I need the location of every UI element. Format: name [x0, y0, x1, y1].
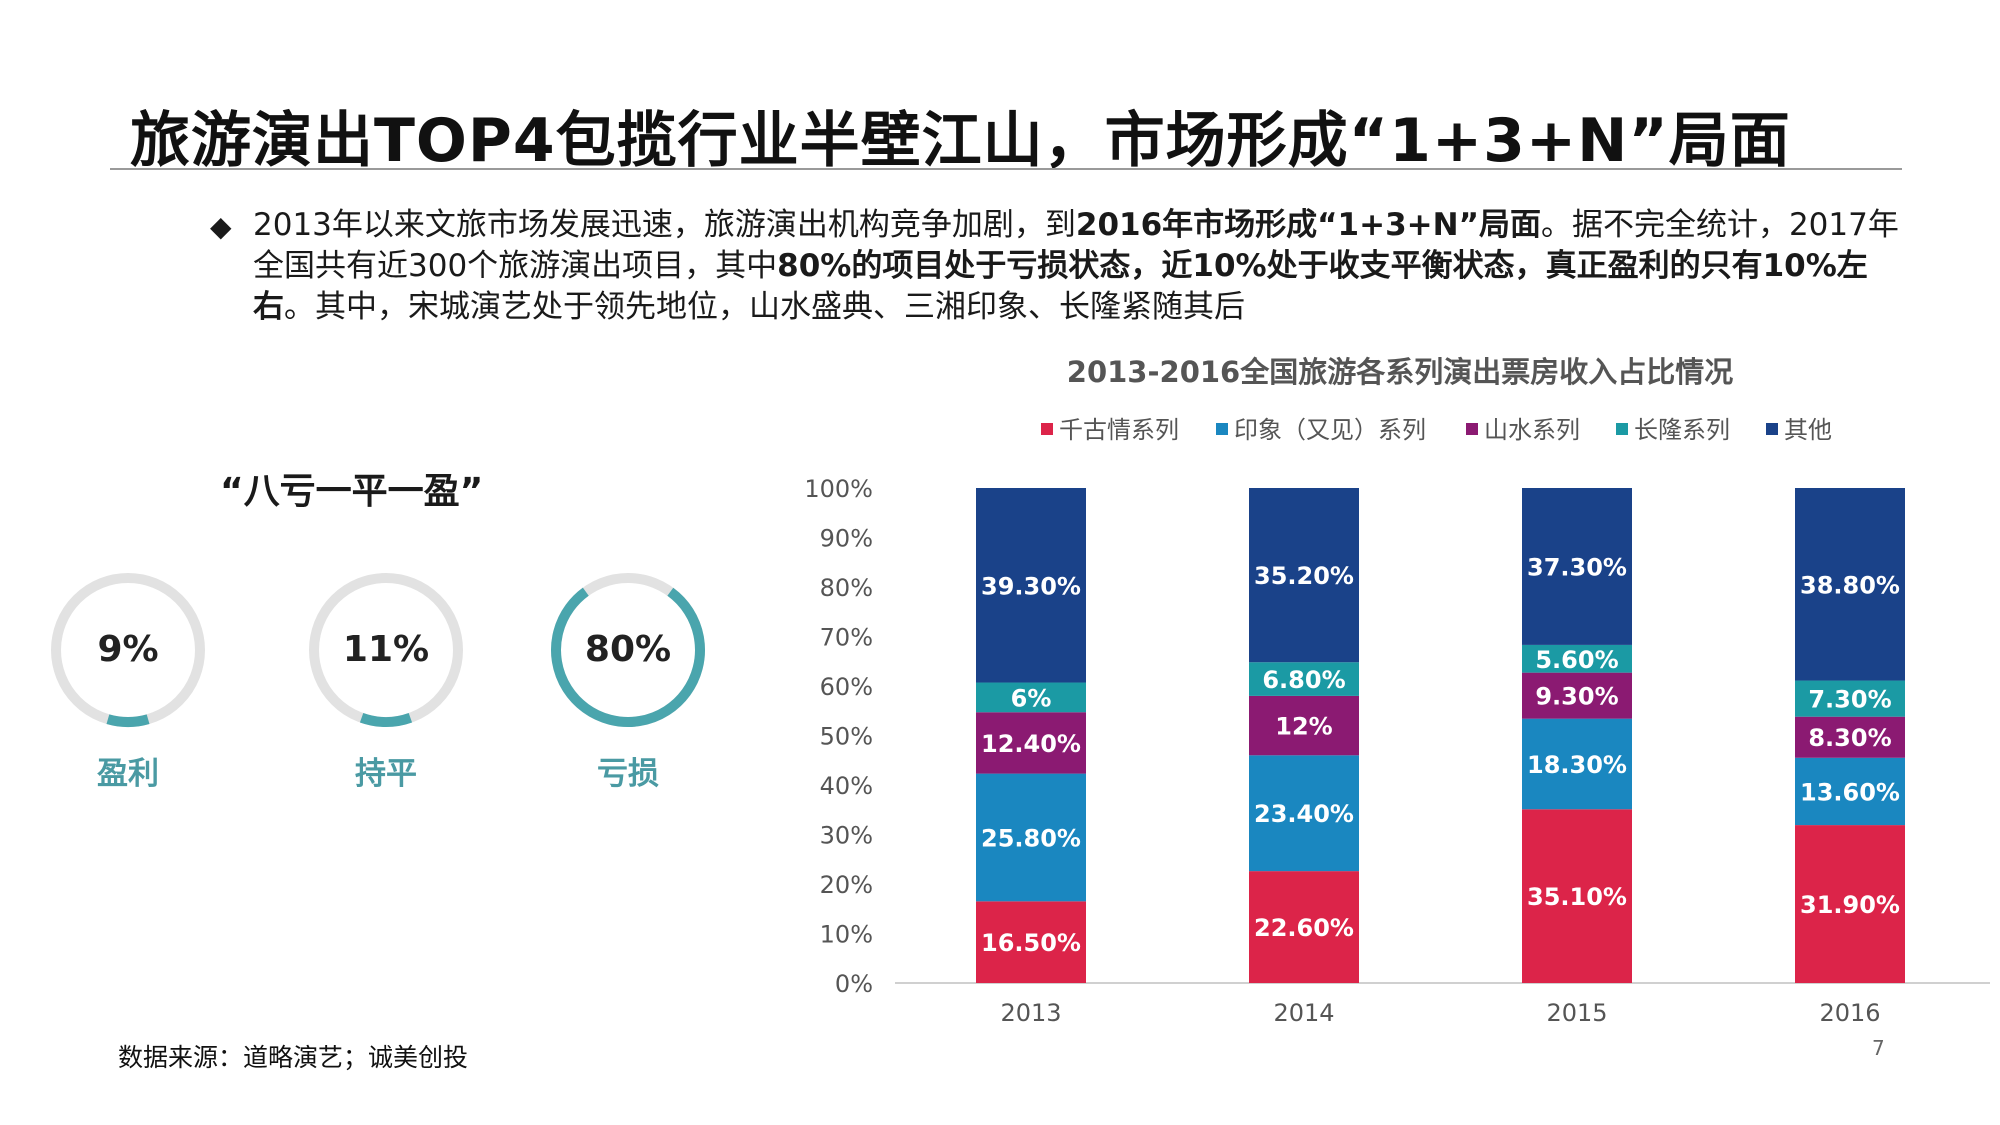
- x-axis: 2013 2014 2015 2016: [1000, 999, 1880, 1027]
- data-label: 12.40%: [981, 730, 1081, 758]
- y-axis: 0% 10% 20% 30% 40% 50% 60% 70% 80% 90% 100%: [804, 475, 873, 998]
- title-divider: [110, 168, 1902, 170]
- donut-profit-ring: [50, 573, 205, 727]
- slide-title: 旅游演出TOP4包揽行业半壁江山，市场形成“1+3+N”局面: [130, 106, 1791, 176]
- legend-swatch-icon: [1766, 423, 1778, 435]
- donut-value: 80%: [584, 629, 672, 670]
- data-label: 22.60%: [1254, 914, 1354, 942]
- ratio-heading: “八亏一平一盈”: [220, 471, 484, 512]
- y-tick-label: 40%: [820, 772, 873, 800]
- bullet-diamond-icon: ◆: [210, 210, 232, 243]
- bar-segment: [1249, 755, 1359, 872]
- legend-label: 长隆系列: [1634, 416, 1730, 444]
- legend-label: 其他: [1784, 416, 1832, 444]
- bullet-bold-part-2: 80%的项目处于亏损状态，近10%处于收支平衡状态，真正盈利的只有10%左右: [253, 248, 1868, 325]
- legend-label: 山水系列: [1484, 416, 1580, 444]
- bar-segment: [1795, 825, 1905, 983]
- bar-segment: [1249, 695, 1359, 756]
- legend-swatch-icon: [1466, 423, 1478, 435]
- legend-label: 千古情系列: [1059, 416, 1179, 444]
- y-tick-label: 30%: [820, 822, 873, 850]
- bar-segment: [976, 712, 1086, 774]
- x-tick-label: 2015: [1546, 999, 1607, 1027]
- y-tick-label: 0%: [835, 970, 873, 998]
- y-tick-label: 80%: [820, 574, 873, 602]
- y-tick-label: 70%: [820, 624, 873, 652]
- y-tick-label: 90%: [820, 525, 873, 553]
- bar-segment: [1795, 488, 1905, 681]
- donut-breakeven-ring: [309, 573, 463, 727]
- bar-segment: [1522, 488, 1632, 645]
- y-tick-label: 100%: [804, 475, 873, 503]
- x-tick-label: 2014: [1273, 999, 1334, 1027]
- bullet-text-part-3: 。其中，宋城演艺处于领先地位，山水盛典、三湘印象、长隆紧随其后: [284, 289, 1245, 325]
- y-tick-label: 20%: [820, 871, 873, 899]
- data-label: 16.50%: [981, 929, 1081, 957]
- bar-segment: [1795, 680, 1905, 717]
- bullet-paragraph: ◆ 2013年以来文旅市场发展迅速，旅游演出机构竞争加剧，到2016年市场形成“…: [210, 205, 1910, 328]
- data-label: 8.30%: [1808, 724, 1891, 752]
- bullet-text-part-2: 。据不完全统计，2017年全国共有近300个旅游演出项目，其中: [253, 207, 1899, 284]
- donut-value: 11%: [342, 629, 430, 670]
- bar-segment: [1522, 644, 1632, 673]
- x-tick-label: 2013: [1000, 999, 1061, 1027]
- donut-breakeven: 11%: [306, 570, 466, 730]
- data-label: 35.10%: [1527, 883, 1627, 911]
- bar-segment: [1522, 672, 1632, 719]
- donut-value: 9%: [97, 629, 159, 670]
- bullet-text: 2013年以来文旅市场发展迅速，旅游演出机构竞争加剧，到2016年市场形成“1+…: [253, 205, 1910, 328]
- bar-segment: [1249, 662, 1359, 696]
- legend-label: 印象（又见）系列: [1234, 416, 1426, 444]
- data-label: 7.30%: [1808, 686, 1891, 714]
- bars: 16.50% 25.80% 12.40% 6% 39.30% 22.60% 23.40% 12…: [976, 488, 1905, 983]
- data-label: 12%: [1275, 713, 1332, 741]
- y-tick-label: 50%: [820, 723, 873, 751]
- bullet-bold-part-1: 2016年市场形成“1+3+N”局面: [1075, 207, 1541, 243]
- x-tick-label: 2016: [1819, 999, 1880, 1027]
- legend-swatch-icon: [1616, 423, 1628, 435]
- legend-swatch-icon: [1216, 423, 1228, 435]
- bar-segment: [976, 773, 1086, 902]
- data-label: 13.60%: [1800, 778, 1900, 806]
- y-tick-label: 60%: [820, 673, 873, 701]
- donut-label-breakeven: 持平: [355, 756, 417, 792]
- donut-profit: 9%: [48, 570, 208, 730]
- data-label: 37.30%: [1527, 553, 1627, 581]
- data-label: 39.30%: [981, 572, 1081, 600]
- data-source: 数据来源：道略演艺；诚美创投: [118, 1043, 469, 1072]
- donut-label-profit: 盈利: [97, 756, 159, 792]
- bar-segment: [1249, 488, 1359, 663]
- y-tick-label: 10%: [820, 921, 873, 949]
- bar-segment: [1522, 718, 1632, 810]
- page-number: 7: [1872, 1036, 1885, 1060]
- donut-loss-ring: [551, 573, 705, 727]
- bar-segment: [1795, 716, 1905, 758]
- donut-arc: [50, 573, 205, 727]
- data-label: 5.60%: [1535, 646, 1618, 674]
- bar-segment: [976, 682, 1086, 713]
- bar-segment: [976, 901, 1086, 983]
- data-label: 9.30%: [1535, 683, 1618, 711]
- bullet-text-part-1: 2013年以来文旅市场发展迅速，旅游演出机构竞争加剧，到: [253, 207, 1076, 243]
- bar-segment: [1249, 871, 1359, 983]
- data-label: 23.40%: [1254, 800, 1354, 828]
- bar-segment: [1522, 809, 1632, 983]
- donut-label-loss: 亏损: [597, 756, 659, 792]
- bar-segment: [1795, 757, 1905, 826]
- data-label: 38.80%: [1800, 571, 1900, 599]
- data-label: 25.80%: [981, 824, 1081, 852]
- chart-legend: 千古情系列 印象（又见）系列 山水系列 长隆系列 其他: [1041, 416, 1832, 444]
- data-label: 6%: [1011, 684, 1052, 712]
- data-label: 31.90%: [1800, 891, 1900, 919]
- data-label: 35.20%: [1254, 562, 1354, 590]
- donut-arc: [551, 573, 705, 727]
- bar-segment: [976, 488, 1086, 683]
- data-label: 18.30%: [1527, 751, 1627, 779]
- chart-title: 2013-2016全国旅游各系列演出票房收入占比情况: [1067, 355, 1733, 389]
- donut-arc: [309, 573, 463, 727]
- data-label: 6.80%: [1262, 666, 1345, 694]
- donut-loss: 80%: [548, 570, 708, 730]
- legend-swatch-icon: [1041, 423, 1053, 435]
